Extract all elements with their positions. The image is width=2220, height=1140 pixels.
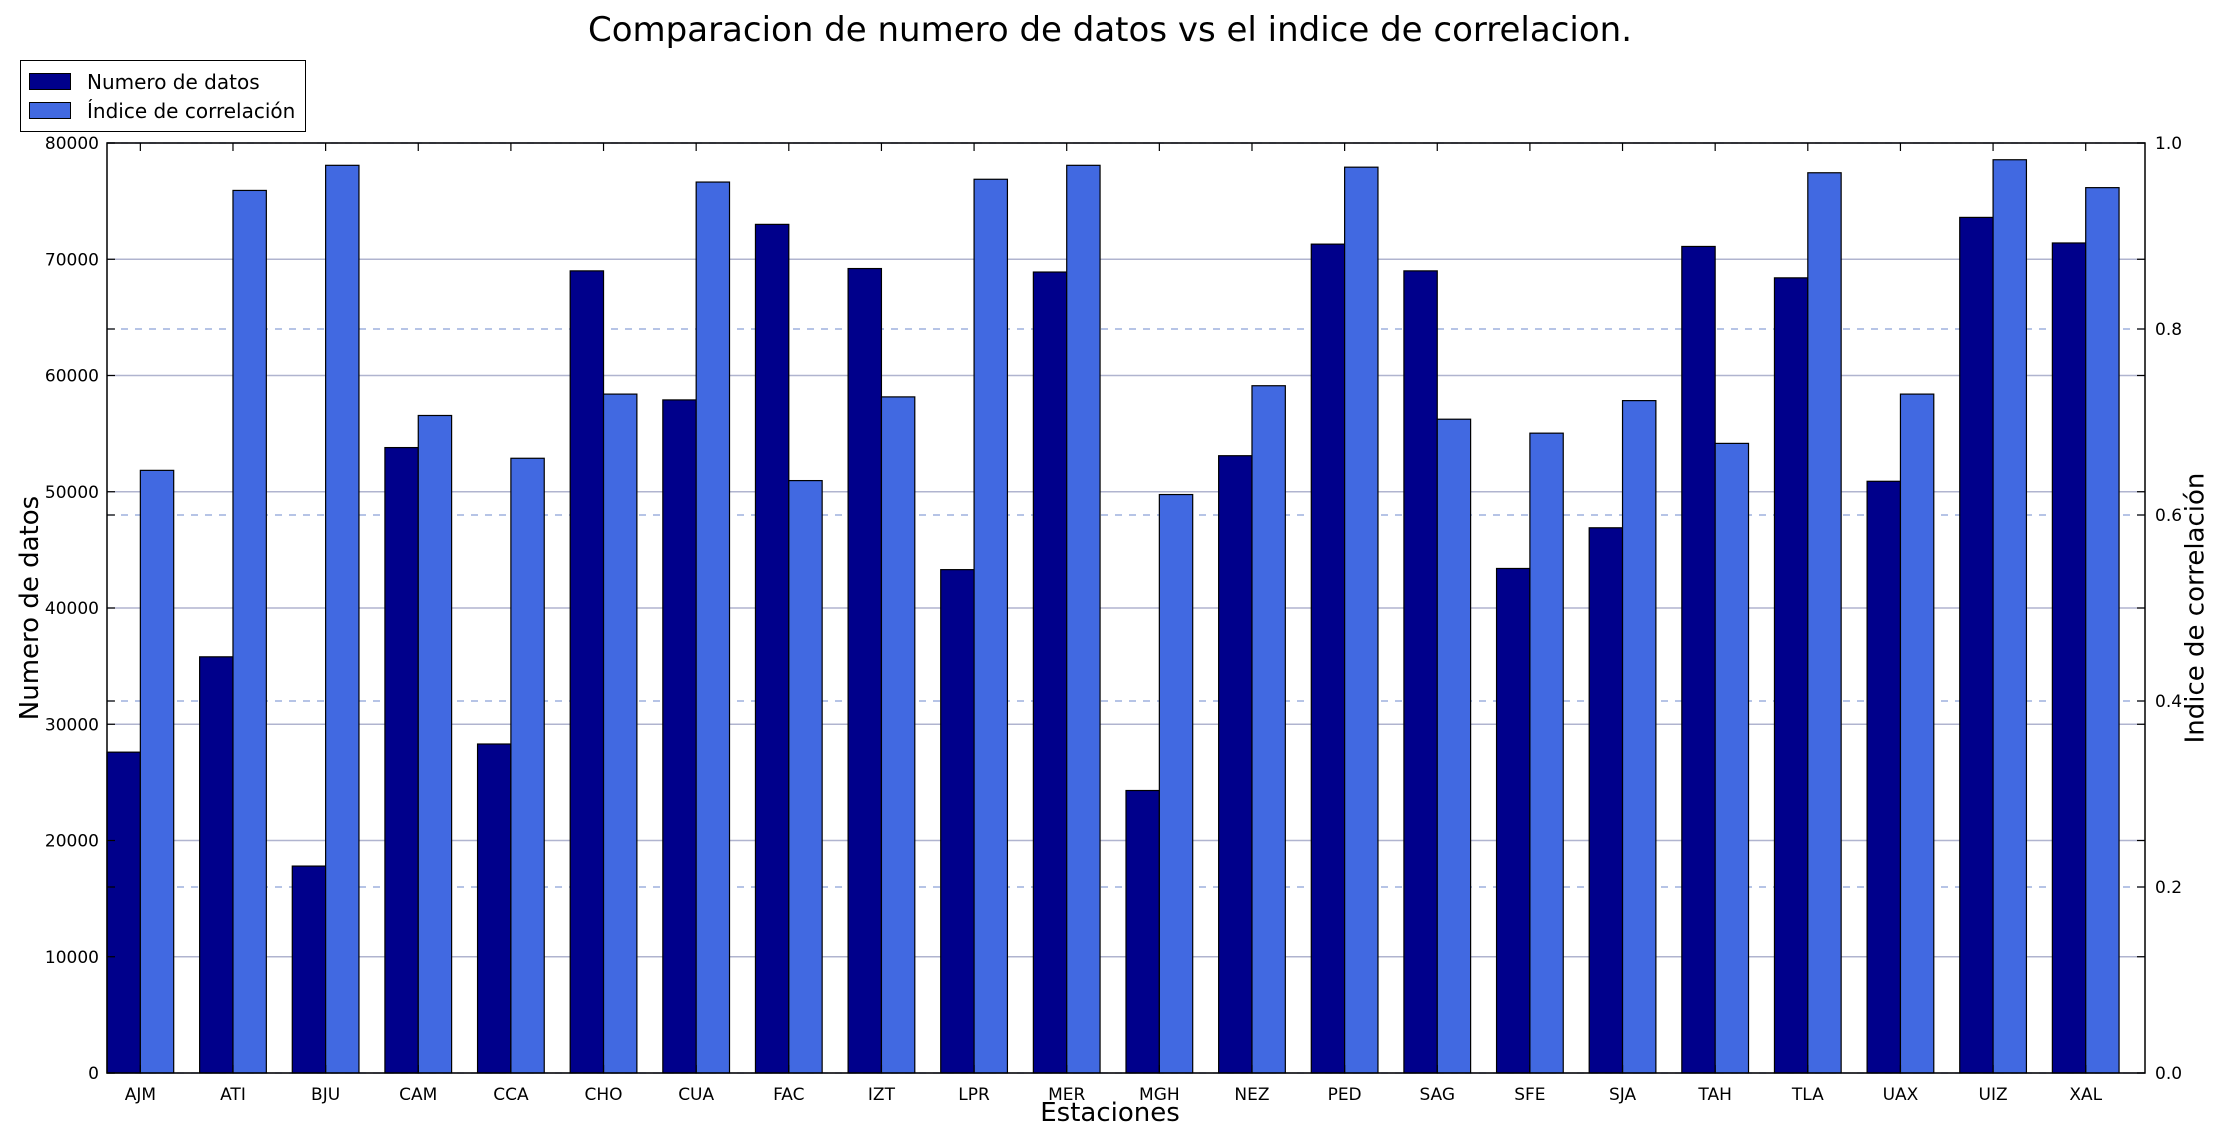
bar-numero-de-datos-uax — [1866, 480, 1902, 1074]
bar-indice-de-correlacion-xal — [2085, 187, 2120, 1074]
bar-indice-de-correlacion-ajm — [139, 469, 175, 1074]
x-tick-label-ati: ATI — [220, 1085, 246, 1105]
legend-label-indice-de-correlacion: Índice de correlación — [87, 98, 296, 123]
x-tick-label-uiz: UIZ — [1979, 1085, 2008, 1105]
bar-numero-de-datos-tah — [1681, 245, 1716, 1074]
x-tick-label-sag: SAG — [1419, 1085, 1455, 1105]
bar-numero-de-datos-fac — [754, 223, 790, 1074]
axis-ticks — [107, 142, 2145, 1074]
legend-entry-numero-de-datos: Numero de datos — [29, 67, 295, 96]
bar-indice-de-correlacion-cua — [695, 181, 731, 1074]
y-tick-label: 40000 — [45, 599, 99, 619]
bar-indice-de-correlacion-izt — [880, 396, 916, 1074]
bar-indice-de-correlacion-tla — [1807, 172, 1842, 1074]
bar-numero-de-datos-ati — [199, 656, 234, 1074]
legend-entry-indice-de-correlacion: Índice de correlación — [29, 96, 295, 125]
bar-indice-de-correlacion-sfe — [1529, 432, 1564, 1074]
bar-numero-de-datos-cua — [662, 399, 697, 1074]
x-tick-label-sja: SJA — [1609, 1085, 1637, 1105]
y-tick-label: 10000 — [45, 948, 99, 968]
x-tick-label-bju: BJU — [311, 1085, 340, 1105]
x-tick-label-xal: XAL — [2069, 1085, 2102, 1105]
y2-tick-label: 1.0 — [2155, 134, 2182, 154]
bar-numero-de-datos-sag — [1403, 270, 1438, 1074]
bar-indice-de-correlacion-cca — [510, 457, 545, 1074]
bar-indice-de-correlacion-mer — [1066, 164, 1101, 1074]
bar-numero-de-datos-nez — [1218, 455, 1253, 1074]
y2-tick-label: 0.6 — [2155, 506, 2182, 526]
x-tick-label-tla: TLA — [1791, 1085, 1824, 1105]
axis-tick-labels: 0 10000 20000 30000 40000 50000 60000 70000 8000… — [45, 134, 2182, 1105]
x-tick-label-cca: CCA — [493, 1085, 529, 1105]
bar-numero-de-datos-ped — [1310, 243, 1346, 1074]
x-tick-label-lpr: LPR — [958, 1085, 990, 1105]
bar-indice-de-correlacion-cam — [417, 414, 453, 1074]
legend: Numero de datos Índice de correlación — [20, 60, 307, 132]
y2-tick-label: 0.8 — [2155, 320, 2182, 340]
x-tick-label-mer: MER — [1048, 1085, 1085, 1105]
bar-numero-de-datos-bju — [291, 865, 327, 1074]
y-tick-label: 80000 — [45, 134, 99, 154]
y-axis-label-left: Numero de datos — [15, 495, 46, 721]
x-tick-label-cua: CUA — [678, 1085, 714, 1105]
bar-numero-de-datos-cam — [384, 446, 419, 1074]
bar-numero-de-datos-uiz — [1959, 216, 1994, 1074]
bar-numero-de-datos-sfe — [1495, 567, 1531, 1074]
x-tick-label-mgh: MGH — [1139, 1085, 1180, 1105]
x-tick-label-fac: FAC — [773, 1085, 804, 1105]
bar-indice-de-correlacion-ped — [1344, 166, 1379, 1074]
y2-tick-label: 0.2 — [2155, 878, 2182, 898]
bar-indice-de-correlacion-nez — [1251, 385, 1286, 1074]
y-axis-label-right: Indice de correlación — [2179, 472, 2210, 744]
x-axis-label: Estaciones — [1040, 1098, 1180, 1128]
bar-numero-de-datos-tla — [1773, 277, 1809, 1074]
x-tick-label-ped: PED — [1328, 1085, 1362, 1105]
legend-label-numero-de-datos: Numero de datos — [87, 69, 260, 94]
bar-indice-de-correlacion-cho — [602, 393, 638, 1074]
x-tick-label-uax: UAX — [1883, 1085, 1919, 1105]
y2-tick-label: 0.4 — [2155, 692, 2182, 712]
bar-numero-de-datos-cho — [569, 270, 605, 1074]
bar-numero-de-datos-izt — [847, 267, 883, 1074]
x-tick-label-nez: NEZ — [1234, 1085, 1269, 1105]
legend-swatch-numero-de-datos — [29, 73, 71, 90]
x-tick-label-ajm: AJM — [125, 1085, 156, 1105]
y-tick-label: 60000 — [45, 367, 99, 387]
bar-indice-de-correlacion-tah — [1714, 442, 1750, 1074]
y-tick-label: 20000 — [45, 832, 99, 852]
bar-numero-de-datos-sja — [1588, 527, 1624, 1074]
bar-numero-de-datos-lpr — [940, 569, 975, 1074]
legend-swatch-indice-de-correlacion — [29, 102, 71, 119]
bar-indice-de-correlacion-ati — [232, 189, 267, 1074]
bar-indice-de-correlacion-uax — [1899, 393, 1935, 1074]
y-tick-label: 50000 — [45, 483, 99, 503]
bar-indice-de-correlacion-sag — [1436, 418, 1472, 1074]
x-tick-label-izt: IZT — [868, 1085, 896, 1105]
chart-title: Comparacion de numero de datos vs el ind… — [587, 10, 1633, 50]
bar-indice-de-correlacion-sja — [1621, 400, 1657, 1074]
bars-group — [106, 159, 2120, 1074]
x-tick-label-tah: TAH — [1697, 1085, 1731, 1105]
bar-indice-de-correlacion-uiz — [1992, 159, 2028, 1074]
bar-numero-de-datos-cca — [476, 743, 512, 1074]
x-tick-label-cam: CAM — [399, 1085, 437, 1105]
y-tick-label: 30000 — [45, 715, 99, 735]
bar-indice-de-correlacion-lpr — [973, 178, 1009, 1074]
bar-numero-de-datos-xal — [2051, 242, 2087, 1074]
y2-tick-label: 0.0 — [2155, 1064, 2182, 1084]
bar-indice-de-correlacion-bju — [325, 164, 360, 1074]
bar-indice-de-correlacion-fac — [788, 479, 823, 1074]
bar-numero-de-datos-mer — [1032, 271, 1068, 1074]
bar-numero-de-datos-ajm — [106, 751, 141, 1074]
x-tick-label-cho: CHO — [585, 1085, 623, 1105]
bar-numero-de-datos-mgh — [1125, 789, 1160, 1074]
y-tick-label: 70000 — [45, 250, 99, 270]
bar-indice-de-correlacion-mgh — [1158, 493, 1194, 1074]
x-tick-label-sfe: SFE — [1514, 1085, 1545, 1105]
y-tick-label: 0 — [88, 1064, 99, 1084]
